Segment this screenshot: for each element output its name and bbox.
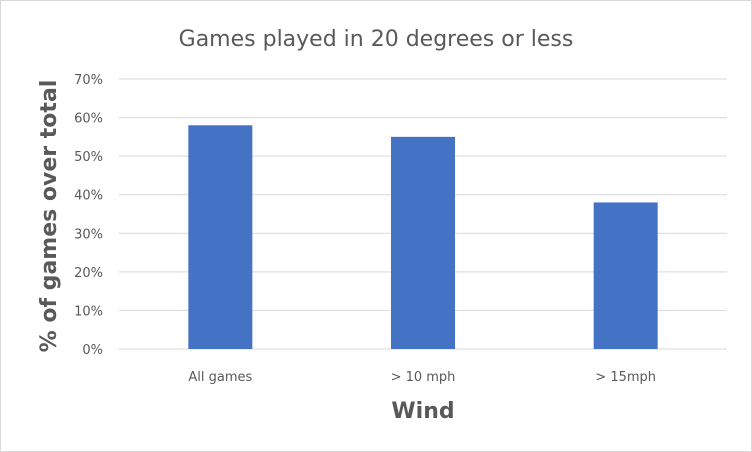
bars — [188, 125, 658, 350]
x-axis-ticks: All games > 10 mph > 15mph — [188, 370, 656, 385]
x-tick-label: > 10 mph — [391, 370, 456, 385]
bar — [188, 125, 253, 350]
y-tick-label: 40% — [74, 189, 103, 204]
x-tick-label: All games — [188, 370, 252, 385]
y-tick-label: 30% — [74, 227, 103, 242]
x-axis-title: Wind — [391, 399, 454, 424]
y-tick-label: 60% — [74, 112, 103, 127]
x-tick-label: > 15mph — [595, 370, 656, 385]
bar — [391, 136, 455, 349]
y-tick-label: 70% — [74, 73, 103, 88]
y-tick-label: 10% — [74, 304, 103, 319]
y-tick-label: 20% — [74, 266, 103, 281]
y-tick-label: 50% — [74, 150, 103, 165]
y-axis-title: % of games over total — [37, 80, 62, 353]
y-tick-label: 0% — [82, 343, 103, 358]
y-axis-ticks: 0% 10% 20% 30% 40% 50% 60% 70% — [74, 73, 103, 358]
chart-title: Games played in 20 degrees or less — [179, 27, 574, 52]
bar — [593, 202, 658, 349]
